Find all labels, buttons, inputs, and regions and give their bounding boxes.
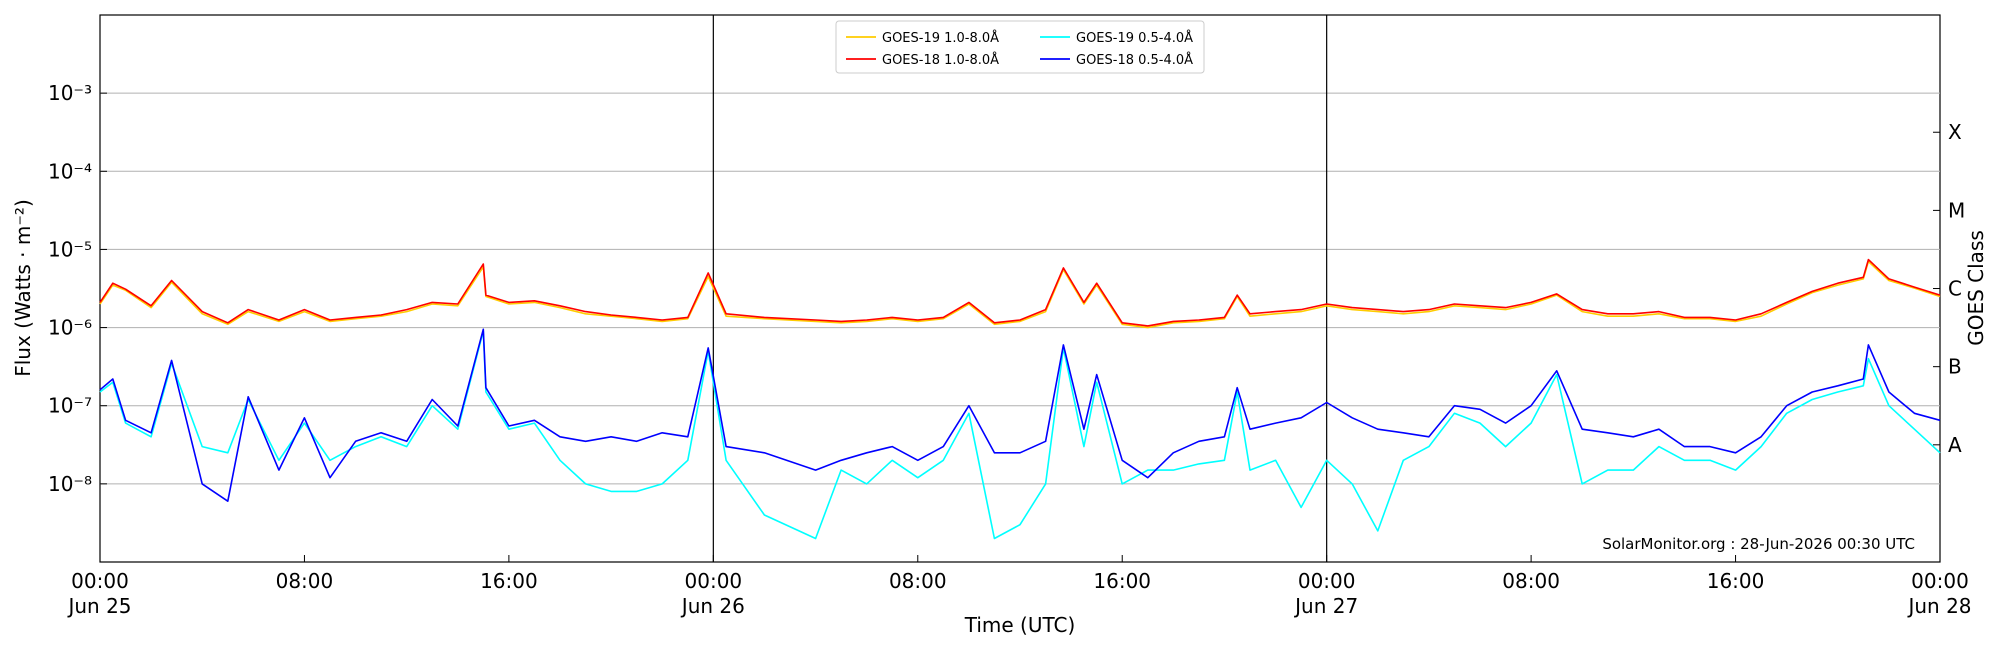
goes-class-label: C — [1948, 277, 1962, 301]
x-tick-time: 08:00 — [1502, 569, 1560, 593]
x-tick-date: Jun 27 — [1293, 594, 1358, 618]
x-tick-date: Jun 25 — [66, 594, 131, 618]
plot-frame — [99, 14, 1941, 563]
legend: GOES-19 1.0-8.0Å GOES-18 1.0-8.0Å GOES-19 … — [835, 20, 1205, 74]
y-tick-label: 10⁻⁷ — [48, 394, 92, 418]
y-axis: 10⁻⁸ 10⁻⁷ 10⁻⁶ 10⁻⁵ 10⁻⁴ 10⁻³ — [48, 81, 107, 496]
y-tick-label: 10⁻⁶ — [48, 316, 92, 340]
credit-text: SolarMonitor.org : 28-Jun-2026 00:30 UTC — [1602, 535, 1915, 553]
series-line — [99, 330, 1941, 540]
x-tick-date: Jun 26 — [680, 594, 745, 618]
goes-class-label: M — [1948, 198, 1965, 222]
goes-class-label: B — [1948, 355, 1962, 379]
legend-label: GOES-19 0.5-4.0Å — [1076, 30, 1193, 46]
y-tick-label: 10⁻⁴ — [48, 159, 92, 183]
x-tick-time: 08:00 — [889, 569, 947, 593]
legend-label: GOES-19 1.0-8.0Å — [882, 30, 999, 46]
x-tick-time: 16:00 — [1093, 569, 1151, 593]
y-tick-label: 10⁻⁵ — [48, 237, 92, 261]
series-line — [99, 258, 1941, 327]
series-layer — [99, 258, 1941, 540]
goes-class-axis: A B C M X — [1933, 120, 1965, 457]
x-tick-time: 00:00 — [71, 569, 129, 593]
series-line — [99, 328, 1941, 503]
x-tick-time: 00:00 — [685, 569, 743, 593]
day-boundary-lines — [712, 15, 1328, 562]
x-tick-time: 08:00 — [276, 569, 334, 593]
goes-class-title: GOES Class — [1964, 230, 1988, 346]
x-tick-time: 00:00 — [1911, 569, 1969, 593]
x-tick-date: Jun 28 — [1906, 594, 1971, 618]
legend-label: GOES-18 1.0-8.0Å — [882, 52, 999, 68]
series-line — [99, 260, 1941, 329]
y-tick-label: 10⁻⁸ — [48, 472, 92, 496]
x-axis-title: Time (UTC) — [964, 613, 1076, 637]
legend-label: GOES-18 0.5-4.0Å — [1076, 52, 1193, 68]
y-axis-title: Flux (Watts · m⁻²) — [11, 199, 35, 377]
goes-class-label: A — [1948, 433, 1962, 457]
y-tick-label: 10⁻³ — [48, 81, 92, 105]
x-tick-time: 00:00 — [1298, 569, 1356, 593]
grid-layer — [100, 92, 1940, 485]
legend-box — [835, 20, 1205, 74]
x-tick-time: 16:00 — [1707, 569, 1765, 593]
goes-class-label: X — [1948, 120, 1962, 144]
x-tick-time: 16:00 — [480, 569, 538, 593]
